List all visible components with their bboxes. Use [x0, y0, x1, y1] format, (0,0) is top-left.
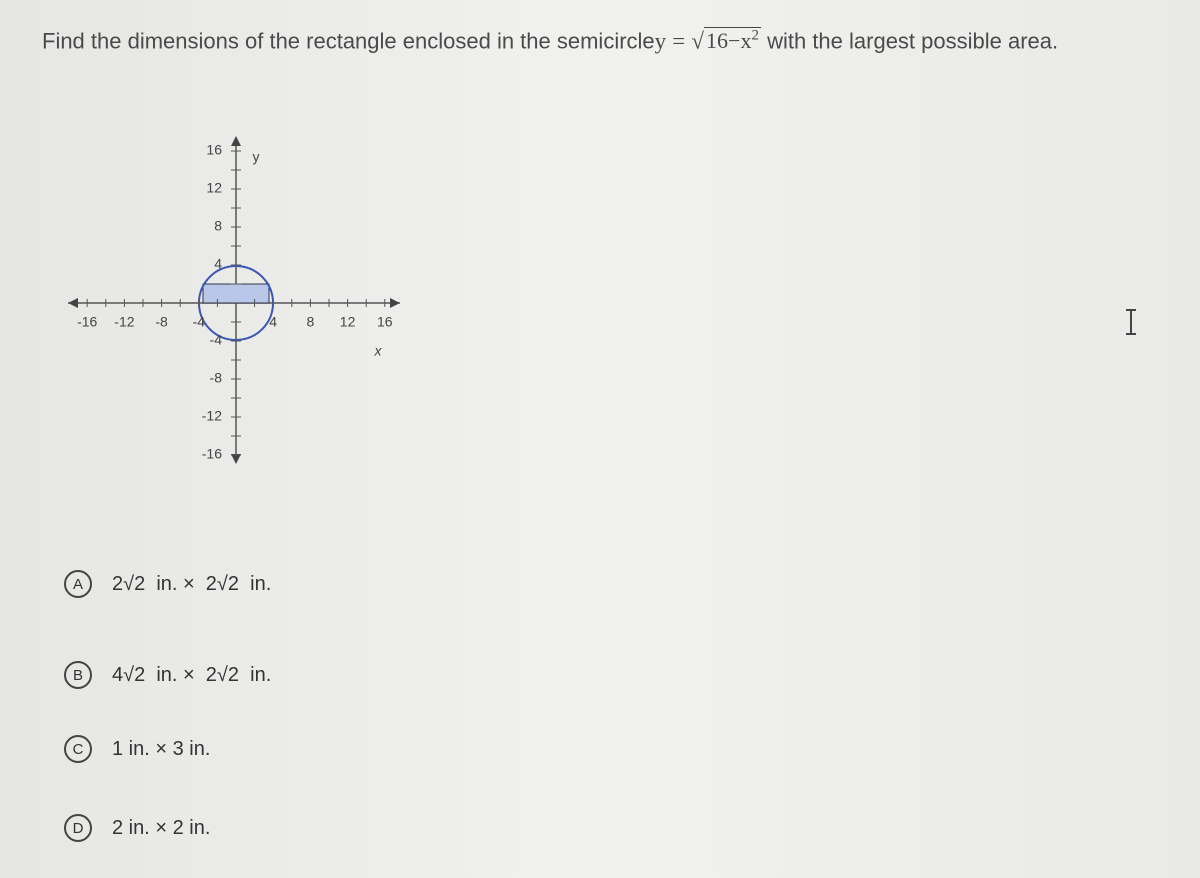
x-tick-label: -8	[155, 314, 168, 330]
x-tick-label: 4	[269, 314, 277, 330]
question: Find the dimensions of the rectangle enc…	[42, 27, 1059, 54]
question-text: Find the dimensions of the rectangle enc…	[42, 28, 655, 54]
equation-lhs: y	[654, 28, 667, 54]
option-letter[interactable]: D	[64, 814, 92, 842]
equation-exponent: 2	[751, 28, 759, 44]
arrow	[68, 298, 78, 308]
x-tick-label: 8	[307, 314, 315, 330]
y-tick-label: -12	[202, 408, 222, 424]
answer-option[interactable]: C 1 in. × 3 in.	[64, 735, 210, 763]
x-tick-label: -4	[193, 314, 206, 330]
arrow	[231, 136, 241, 146]
question-text: with the largest possible area.	[767, 28, 1059, 54]
option-text[interactable]: 2 in. × 2 in.	[112, 816, 211, 839]
ticks: -16 -12 -8 -4 4 8 12 16 16 12 8 4 -4 -8 -12 -16	[77, 142, 393, 462]
y-tick-label: -4	[210, 332, 223, 348]
radicand-text: 16−x	[706, 28, 752, 54]
x-tick-label: -12	[114, 314, 134, 330]
x-axis-label: x	[374, 343, 383, 359]
answer-option[interactable]: B 4√2 in. × 2√2 in.	[64, 661, 271, 689]
y-axis-label: y	[253, 149, 260, 165]
y-tick-label: -16	[202, 446, 222, 462]
option-letter[interactable]: C	[64, 735, 92, 763]
x-tick-label: -16	[77, 314, 97, 330]
option-text[interactable]: 1 in. × 3 in.	[112, 737, 211, 760]
answer-option[interactable]: A 2√2 in. × 2√2 in.	[64, 570, 271, 598]
x-tick-label: 16	[377, 314, 393, 330]
y-tick-label: 8	[214, 218, 222, 234]
arrow	[231, 454, 241, 464]
equation-radicand: 16−x2	[704, 27, 761, 54]
option-text[interactable]: 2√2 in. × 2√2 in.	[112, 572, 272, 595]
y-tick-label: 12	[206, 180, 222, 196]
answer-option[interactable]: D 2 in. × 2 in.	[64, 814, 210, 842]
y-tick-label: -8	[210, 370, 223, 386]
x-tick-label: 12	[340, 314, 356, 330]
radical-sign: √	[691, 28, 705, 54]
y-tick-label: 16	[206, 142, 222, 158]
text-cursor	[1126, 309, 1136, 335]
arrow	[390, 298, 400, 308]
y-tick-label: 4	[214, 256, 222, 272]
shaded-rectangle	[202, 283, 270, 304]
option-text[interactable]: 4√2 in. × 2√2 in.	[112, 663, 272, 686]
option-letter[interactable]: B	[64, 661, 92, 689]
option-letter[interactable]: A	[64, 570, 92, 598]
equation-equals: =	[672, 28, 686, 54]
